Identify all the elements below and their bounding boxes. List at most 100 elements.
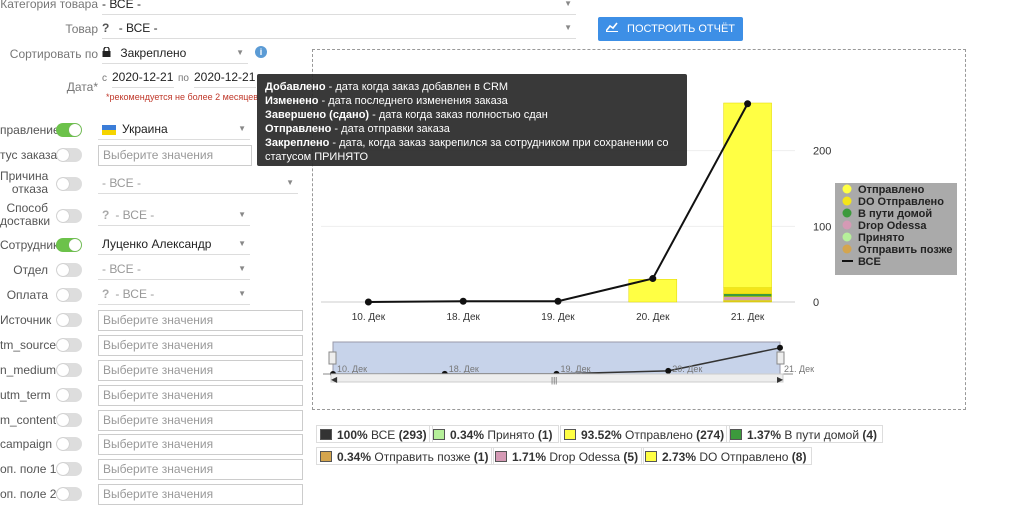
legend-label: Принято [858,232,905,244]
legend-box [835,183,957,275]
tooltip-desc: статусом ПРИНЯТО [265,151,369,163]
filter-toggle[interactable] [56,363,82,377]
filter-input[interactable]: Выберите значения [98,410,303,431]
filter-toggle[interactable] [56,209,82,223]
summary-item[interactable]: 93.52% Отправлено (274) [560,425,731,443]
chevron-down-icon: ▼ [238,264,246,273]
navigator-scrollbar [330,373,784,383]
filter-input[interactable]: Выберите значения [98,310,303,331]
summary-count: (1) [537,428,553,442]
product-value: - ВСЕ - [118,21,158,35]
date-from-input[interactable]: 2020-12-21 [112,66,174,88]
date-to-input[interactable]: 2020-12-21 [194,66,256,88]
info-icon[interactable]: i [255,46,267,58]
filter-label: campaign [0,437,53,451]
filter-toggle[interactable] [56,437,82,451]
scroll-grip-icon: ||| [551,376,557,385]
filter-toggle[interactable] [56,148,82,162]
filter-toggle[interactable] [56,288,82,302]
chevron-down-icon: ▼ [238,210,246,219]
build-report-label: ПОСТРОИТЬ ОТЧЁТ [627,23,736,35]
legend-label: Отправить позже [858,244,952,256]
filter-toggle[interactable] [56,123,82,137]
filter-toggle[interactable] [56,238,82,252]
summary-count: (8) [791,450,807,464]
filter-label: m_content [0,413,57,427]
summary-name: Принято [484,428,538,442]
tooltip-term: Добавлено [265,81,326,93]
filter-select[interactable]: ? - ВСЕ - ▼ [98,283,250,305]
chevron-down-icon: ▼ [564,23,572,32]
filter-input[interactable]: Выберите значения [98,484,303,505]
summary-item[interactable]: 0.34% Принято (1) [429,425,559,443]
date-note: *рекомендуется не более 2 месяцев [106,92,259,102]
filter-label: оп. поле 1 [0,462,57,476]
filter-select[interactable]: - ВСЕ - ▼ [98,258,250,280]
filter-toggle[interactable] [56,338,82,352]
tooltip-line: Завершено (сдано) - дата когда заказ пол… [265,108,679,122]
filter-label: Причина отказа [0,170,48,196]
date-from-value: 2020-12-21 [112,70,174,84]
summary-pct: 1.71% [512,450,547,464]
filter-select-value: Луценко Александр [102,237,212,251]
filter-select[interactable]: - ВСЕ - ▼ [98,172,298,194]
date-label: Дата* [66,80,98,94]
scroll-left-icon: ◀ [331,375,338,384]
filter-select-value: - ВСЕ - [102,262,141,276]
x-tick-label: 10. Дек [352,312,386,323]
y-tick-label: 100 [813,221,831,233]
tooltip-desc: - дата последнего изменения заказа [318,95,508,107]
summary-item[interactable]: 100% ВСЕ (293) [316,425,433,443]
category-select[interactable]: - ВСЕ - ▼ [102,0,576,15]
filter-select-value: - ВСЕ - [115,208,155,222]
legend-label: ВСЕ [858,256,881,268]
build-report-button[interactable]: ПОСТРОИТЬ ОТЧЁТ [598,17,743,41]
tooltip-line: Отправлено - дата отправки заказа [265,122,679,136]
filter-toggle[interactable] [56,413,82,427]
filter-input[interactable]: Выберите значения [98,385,303,406]
filter-label: Источник [0,313,52,327]
filter-toggle[interactable] [56,313,82,327]
summary-item[interactable]: 0.34% Отправить позже (1) [316,447,495,465]
total-point [364,298,372,306]
tooltip-line: Закреплено - дата, когда заказ закрепилс… [265,136,679,150]
filter-input[interactable]: Выберите значения [98,335,303,356]
filter-toggle[interactable] [56,177,82,191]
summary-item[interactable]: 2.73% DO Отправлено (8) [641,447,813,465]
navigator-handle-right [776,351,785,365]
summary-count: (274) [696,428,725,442]
category-label: Категория товара [0,0,98,11]
filter-input[interactable]: Выберите значения [98,459,303,480]
summary-pct: 93.52% [581,428,622,442]
navigator-point [665,367,672,374]
summary-item[interactable]: 1.37% В пути домой (4) [726,425,884,443]
chevron-down-icon: ▼ [564,0,572,8]
filter-toggle[interactable] [56,462,82,476]
legend-label: Drop Odessa [858,220,927,232]
filter-select[interactable]: Украина ▼ [98,118,250,140]
product-select[interactable]: ? - ВСЕ - ▼ [102,17,576,39]
filter-select[interactable]: Луценко Александр ▼ [98,233,250,255]
lock-icon [102,46,114,60]
tooltip-line: статусом ПРИНЯТО [265,150,679,164]
bar-segment [723,296,772,301]
x-tick-label: 21. Дек [731,312,765,323]
filter-toggle[interactable] [56,388,82,402]
filter-label: n_medium [0,363,57,377]
summary-name: Drop Odessa [546,450,624,464]
filter-label-line1: Способ [6,201,48,215]
filter-select[interactable]: ? - ВСЕ - ▼ [98,204,250,226]
filter-toggle[interactable] [56,263,82,277]
filter-toggle[interactable] [56,487,82,501]
summary-name: Отправить позже [371,450,474,464]
filter-input[interactable]: Выберите значения [98,145,252,166]
filter-input[interactable]: Выберите значения [98,434,303,455]
filter-label: Сотрудник [0,238,59,252]
sort-select[interactable]: Закреплено ▼ [102,42,248,64]
chevron-down-icon: ▼ [286,178,294,187]
filter-input[interactable]: Выберите значения [98,360,303,381]
question-icon: ? [102,21,110,35]
summary-item[interactable]: 1.71% Drop Odessa (5) [491,447,645,465]
filter-label: utm_term [0,388,51,402]
navigator-label: 10. Дек [337,364,367,374]
